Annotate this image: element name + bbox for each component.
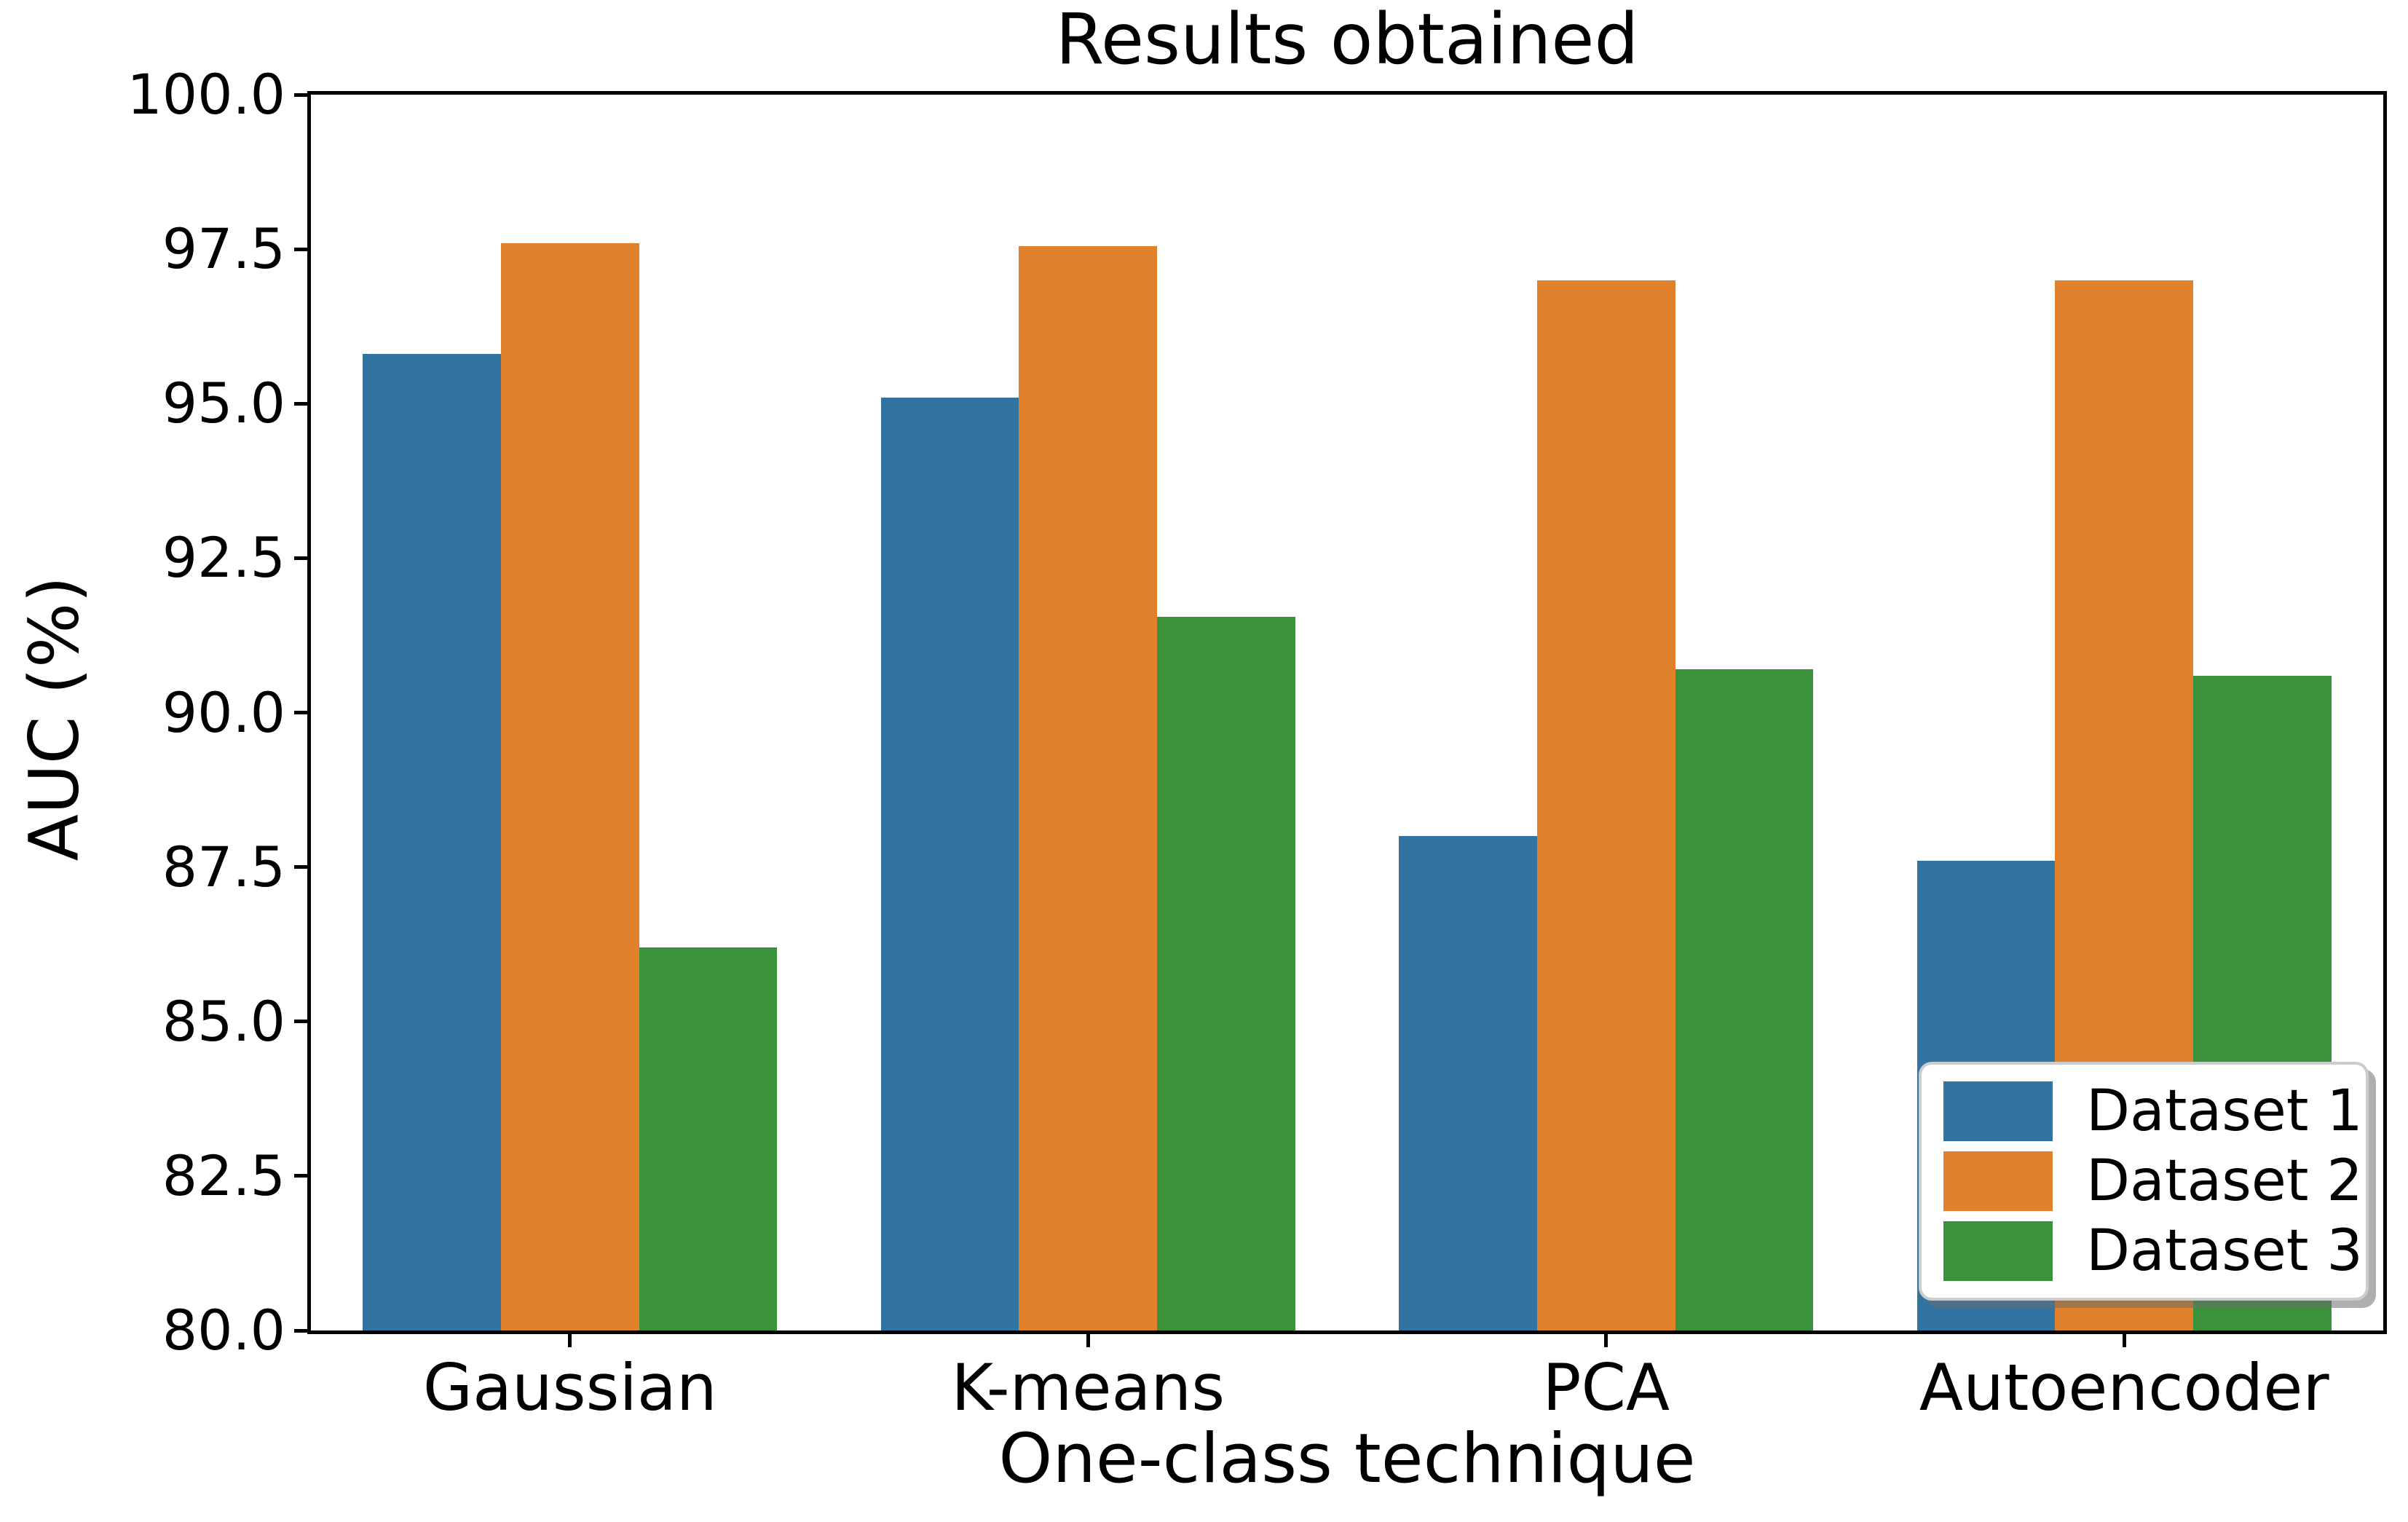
x-tick-label: Gaussian bbox=[422, 1350, 717, 1425]
bar-dataset-1-gaussian bbox=[363, 354, 501, 1330]
y-tick-mark bbox=[294, 401, 307, 406]
legend-entry-dataset-3: Dataset 3 bbox=[1943, 1221, 2363, 1281]
legend-label: Dataset 3 bbox=[2086, 1218, 2363, 1284]
y-tick-label: 87.5 bbox=[162, 834, 285, 899]
bar-dataset-1-k-means bbox=[880, 397, 1019, 1330]
y-tick-label: 82.5 bbox=[162, 1143, 285, 1208]
bar-dataset-2-gaussian bbox=[500, 243, 639, 1330]
y-tick-label: 95.0 bbox=[162, 371, 285, 436]
x-tick-mark bbox=[1604, 1334, 1608, 1347]
y-tick-mark bbox=[294, 711, 307, 714]
x-axis-label: One-class technique bbox=[998, 1419, 1696, 1499]
x-tick-mark bbox=[1086, 1334, 1090, 1347]
bar-dataset-2-pca bbox=[1536, 280, 1675, 1330]
legend-swatch-dataset-2 bbox=[1943, 1151, 2053, 1211]
bar-dataset-3-k-means bbox=[1157, 616, 1295, 1330]
legend-entry-dataset-2: Dataset 2 bbox=[1943, 1151, 2363, 1211]
bar-dataset-1-pca bbox=[1399, 836, 1537, 1330]
legend-label: Dataset 2 bbox=[2086, 1148, 2363, 1214]
y-tick-mark bbox=[294, 865, 307, 870]
y-tick-mark bbox=[294, 1328, 307, 1333]
x-tick-label: PCA bbox=[1542, 1350, 1670, 1425]
chart-title: Results obtained bbox=[1055, 0, 1639, 80]
y-tick-label: 100.0 bbox=[127, 62, 285, 127]
x-tick-mark bbox=[568, 1334, 572, 1347]
legend-swatch-dataset-1 bbox=[1943, 1081, 2053, 1141]
y-tick-mark bbox=[294, 1020, 307, 1024]
y-tick-label: 85.0 bbox=[162, 988, 285, 1054]
bar-dataset-3-gaussian bbox=[639, 947, 778, 1330]
legend-swatch-dataset-3 bbox=[1943, 1221, 2053, 1281]
legend: Dataset 1 Dataset 2 Dataset 3 bbox=[1919, 1062, 2369, 1301]
y-tick-mark bbox=[294, 92, 307, 97]
legend-label: Dataset 1 bbox=[2086, 1079, 2363, 1144]
y-tick-mark bbox=[294, 247, 307, 251]
x-tick-label: Autoencoder bbox=[1919, 1350, 2329, 1425]
y-tick-mark bbox=[294, 556, 307, 560]
y-tick-label: 92.5 bbox=[162, 525, 285, 591]
x-tick-mark bbox=[2122, 1334, 2126, 1347]
y-tick-label: 90.0 bbox=[162, 679, 285, 745]
legend-entry-dataset-1: Dataset 1 bbox=[1943, 1081, 2363, 1141]
bar-dataset-2-k-means bbox=[1019, 245, 1158, 1330]
x-tick-label: K-means bbox=[951, 1350, 1225, 1425]
y-tick-label: 97.5 bbox=[162, 216, 285, 282]
bar-dataset-3-pca bbox=[1675, 669, 1814, 1330]
y-tick-label: 80.0 bbox=[162, 1298, 285, 1363]
y-tick-mark bbox=[294, 1174, 307, 1178]
